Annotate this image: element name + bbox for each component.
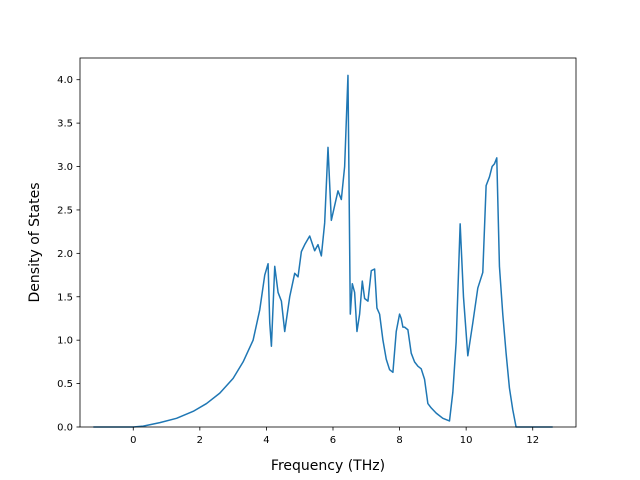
y-tick-label: 3.5 (57, 119, 73, 130)
y-tick-label: 2.5 (57, 205, 73, 216)
y-tick-label: 3.0 (57, 162, 73, 173)
y-tick-label: 1.0 (57, 336, 73, 347)
y-axis-ticks: 0.0 0.5 1.0 1.5 2.0 2.5 3.0 3.5 4.0 (57, 75, 80, 434)
x-tick-label: 6 (330, 435, 336, 446)
x-tick-label: 4 (263, 435, 269, 446)
x-tick-label: 12 (526, 435, 539, 446)
x-axis-ticks: 0 2 4 6 8 10 12 (130, 427, 539, 446)
axes-frame (79, 57, 577, 428)
y-tick-label: 4.0 (57, 75, 73, 86)
y-tick-label: 1.5 (57, 292, 73, 303)
x-tick-label: 10 (460, 435, 473, 446)
y-tick-label: 0.0 (57, 423, 73, 434)
plot-area (93, 74, 553, 428)
x-tick-label: 2 (197, 435, 203, 446)
y-tick-label: 2.0 (57, 249, 73, 260)
x-tick-label: 0 (130, 435, 136, 446)
x-axis-title: Frequency (THz) (271, 458, 385, 474)
dos-series-line (93, 74, 553, 428)
y-axis-title: Density of States (27, 183, 43, 303)
y-tick-label: 0.5 (57, 379, 73, 390)
x-tick-label: 8 (396, 435, 402, 446)
